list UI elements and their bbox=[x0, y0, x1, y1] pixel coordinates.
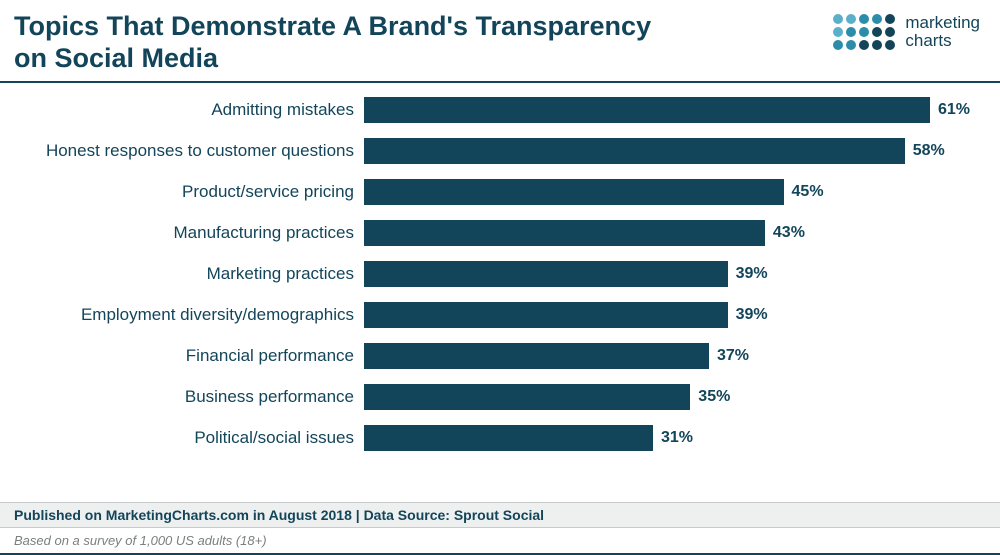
bar-chart: Admitting mistakes 61% Honest responses to… bbox=[0, 83, 1000, 476]
logo-dot bbox=[833, 40, 843, 50]
bar-label: Business performance bbox=[14, 387, 364, 407]
bar-fill bbox=[364, 425, 653, 451]
bar-row: Product/service pricing 45% bbox=[14, 179, 970, 205]
logo-dot bbox=[885, 14, 895, 24]
bar-track: 45% bbox=[364, 179, 970, 205]
bar-fill bbox=[364, 343, 709, 369]
logo-line2: charts bbox=[905, 32, 980, 50]
logo-line1: marketing bbox=[905, 14, 980, 32]
bar-label: Product/service pricing bbox=[14, 182, 364, 202]
logo-dot bbox=[872, 14, 882, 24]
logo-dot bbox=[859, 27, 869, 37]
bar-value: 43% bbox=[773, 224, 805, 242]
bar-label: Honest responses to customer questions bbox=[14, 141, 364, 161]
bar-value: 39% bbox=[736, 306, 768, 324]
bar-value: 31% bbox=[661, 429, 693, 447]
bar-row: Marketing practices 39% bbox=[14, 261, 970, 287]
chart-title: Topics That Demonstrate A Brand's Transp… bbox=[14, 10, 654, 75]
bar-track: 43% bbox=[364, 220, 970, 246]
bar-label: Manufacturing practices bbox=[14, 223, 364, 243]
bar-label: Employment diversity/demographics bbox=[14, 305, 364, 325]
source-text: Published on MarketingCharts.com in Augu… bbox=[0, 502, 1000, 528]
bar-value: 37% bbox=[717, 347, 749, 365]
logo-dots-icon bbox=[833, 14, 895, 50]
bar-row: Financial performance 37% bbox=[14, 343, 970, 369]
bar-fill bbox=[364, 261, 728, 287]
bar-value: 45% bbox=[792, 183, 824, 201]
bar-value: 58% bbox=[913, 142, 945, 160]
bar-fill bbox=[364, 97, 930, 123]
bar-track: 58% bbox=[364, 138, 970, 164]
bar-row: Business performance 35% bbox=[14, 384, 970, 410]
bar-track: 61% bbox=[364, 97, 970, 123]
chart-container: Topics That Demonstrate A Brand's Transp… bbox=[0, 0, 1000, 555]
logo-dot bbox=[846, 27, 856, 37]
bar-track: 31% bbox=[364, 425, 970, 451]
logo-dot bbox=[885, 40, 895, 50]
logo-dot bbox=[872, 40, 882, 50]
bar-row: Honest responses to customer questions 58… bbox=[14, 138, 970, 164]
logo-dot bbox=[833, 14, 843, 24]
logo-dot bbox=[846, 40, 856, 50]
bar-fill bbox=[364, 179, 784, 205]
bar-fill bbox=[364, 220, 765, 246]
bar-track: 37% bbox=[364, 343, 970, 369]
footer: Published on MarketingCharts.com in Augu… bbox=[0, 502, 1000, 555]
bar-value: 35% bbox=[698, 388, 730, 406]
bar-label: Marketing practices bbox=[14, 264, 364, 284]
logo-dot bbox=[872, 27, 882, 37]
bar-value: 61% bbox=[938, 101, 970, 119]
logo-dot bbox=[859, 40, 869, 50]
logo-dot bbox=[846, 14, 856, 24]
bar-label: Admitting mistakes bbox=[14, 100, 364, 120]
bar-track: 35% bbox=[364, 384, 970, 410]
bar-fill bbox=[364, 138, 905, 164]
footnote-text: Based on a survey of 1,000 US adults (18… bbox=[0, 528, 1000, 555]
bar-fill bbox=[364, 384, 690, 410]
bar-row: Manufacturing practices 43% bbox=[14, 220, 970, 246]
bar-label: Political/social issues bbox=[14, 428, 364, 448]
header: Topics That Demonstrate A Brand's Transp… bbox=[0, 0, 1000, 83]
logo-text: marketing charts bbox=[905, 14, 980, 50]
bar-label: Financial performance bbox=[14, 346, 364, 366]
logo-dot bbox=[833, 27, 843, 37]
bar-value: 39% bbox=[736, 265, 768, 283]
bar-row: Admitting mistakes 61% bbox=[14, 97, 970, 123]
logo-dot bbox=[885, 27, 895, 37]
bar-row: Employment diversity/demographics 39% bbox=[14, 302, 970, 328]
bar-track: 39% bbox=[364, 302, 970, 328]
logo-dot bbox=[859, 14, 869, 24]
bar-track: 39% bbox=[364, 261, 970, 287]
logo: marketing charts bbox=[833, 10, 980, 50]
bar-fill bbox=[364, 302, 728, 328]
bar-row: Political/social issues 31% bbox=[14, 425, 970, 451]
